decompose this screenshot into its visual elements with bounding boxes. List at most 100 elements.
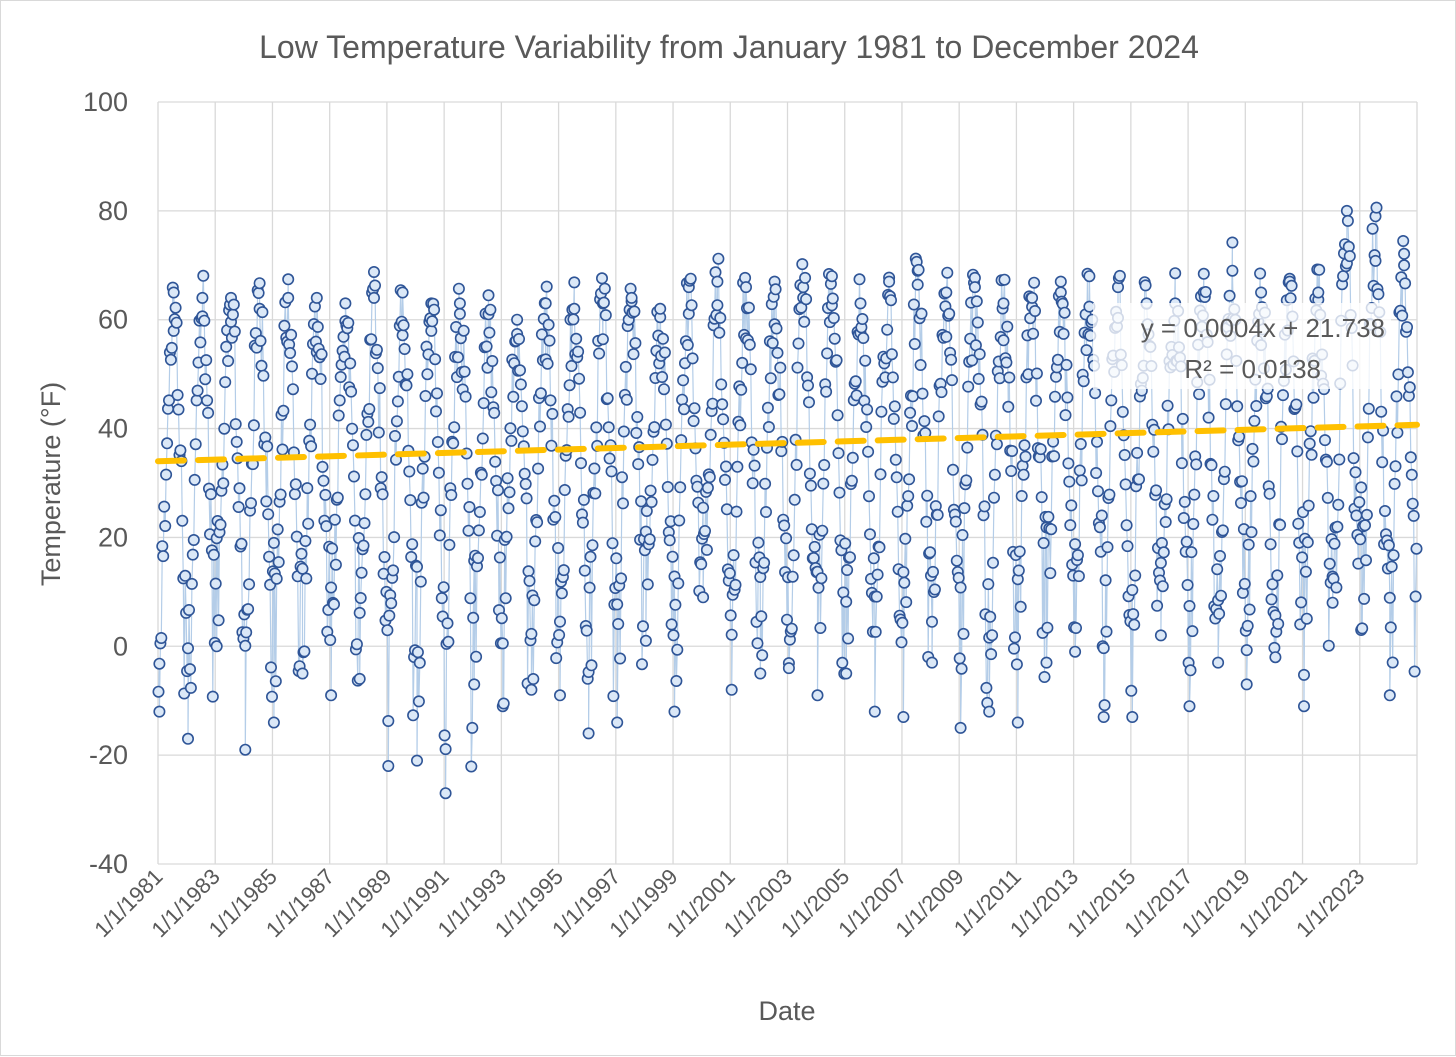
data-point <box>1029 304 1042 317</box>
data-point <box>480 340 493 353</box>
y-tick-label: 0 <box>113 631 128 661</box>
data-point <box>697 501 710 514</box>
data-point <box>788 493 801 506</box>
data-point <box>656 370 669 383</box>
data-point <box>614 652 627 665</box>
data-point <box>787 549 800 562</box>
data-point <box>770 322 783 335</box>
data-point <box>1231 400 1244 413</box>
data-point <box>442 635 455 648</box>
data-point <box>550 652 563 665</box>
data-point <box>611 598 624 611</box>
data-point <box>830 354 843 367</box>
data-point <box>1133 473 1146 486</box>
data-point <box>966 354 979 367</box>
data-point <box>1305 448 1318 461</box>
data-point <box>239 743 252 756</box>
data-point <box>174 444 187 457</box>
data-point <box>403 465 416 478</box>
data-point <box>159 519 172 532</box>
data-point <box>1322 639 1335 652</box>
data-point <box>1299 565 1312 578</box>
data-point <box>417 491 430 504</box>
data-point <box>541 357 554 370</box>
data-point <box>419 389 432 402</box>
data-point <box>703 471 716 484</box>
data-point <box>232 500 245 513</box>
data-point <box>630 426 643 439</box>
data-point <box>383 609 396 622</box>
data-point <box>631 410 644 423</box>
data-point <box>334 370 347 383</box>
data-point <box>421 368 434 381</box>
data-point <box>404 494 417 507</box>
trendline-label-background <box>1093 303 1391 389</box>
data-point <box>1245 526 1258 539</box>
data-point <box>1302 499 1315 512</box>
data-point <box>171 388 184 401</box>
data-point <box>574 406 587 419</box>
data-point <box>1247 455 1260 468</box>
data-point <box>583 581 596 594</box>
data-point <box>158 500 171 513</box>
data-point <box>625 291 638 304</box>
data-point <box>1254 267 1267 280</box>
data-point <box>1291 445 1304 458</box>
data-point <box>1405 468 1418 481</box>
data-point <box>385 597 398 610</box>
data-point <box>1064 519 1077 532</box>
data-point <box>269 675 282 688</box>
data-point <box>528 594 541 607</box>
data-point <box>1013 545 1026 558</box>
data-point <box>1057 327 1070 340</box>
data-point <box>486 354 499 367</box>
data-point <box>665 618 678 631</box>
data-point <box>1211 563 1224 576</box>
data-point <box>1274 518 1287 531</box>
data-point <box>1403 381 1416 394</box>
trendline-path <box>155 421 1420 465</box>
data-point <box>808 540 821 553</box>
data-point <box>183 603 196 616</box>
data-point <box>1069 538 1082 551</box>
data-point <box>504 422 517 435</box>
data-point <box>1026 291 1039 304</box>
data-point <box>914 358 927 371</box>
data-point <box>1323 557 1336 570</box>
data-point <box>802 396 815 409</box>
data-point <box>954 581 967 594</box>
data-point <box>1061 391 1074 404</box>
data-point <box>567 313 580 326</box>
data-point <box>357 539 370 552</box>
data-point <box>572 345 585 358</box>
data-point <box>1375 405 1388 418</box>
data-point <box>744 363 757 376</box>
data-point <box>1269 651 1282 664</box>
data-point <box>568 302 581 315</box>
data-point <box>868 705 881 718</box>
data-point <box>956 528 969 541</box>
data-point <box>483 326 496 339</box>
data-point <box>1272 617 1285 630</box>
data-point <box>890 471 903 484</box>
trendline-equation: y = 0.0004x + 21.738 <box>1141 313 1385 343</box>
data-point <box>735 383 748 396</box>
data-point <box>200 354 213 367</box>
data-point <box>235 537 248 550</box>
data-point <box>267 716 280 729</box>
data-point <box>347 470 360 483</box>
data-point <box>1206 513 1219 526</box>
data-point <box>676 393 689 406</box>
data-point <box>463 500 476 513</box>
data-point <box>601 392 614 405</box>
data-point <box>755 610 768 623</box>
data-point <box>667 629 680 642</box>
data-point <box>654 302 667 315</box>
y-axis-title: Temperature (°F) <box>36 382 66 586</box>
data-point <box>164 353 177 366</box>
data-point <box>1360 554 1373 567</box>
data-point <box>1042 510 1055 523</box>
data-point <box>276 443 289 456</box>
data-point <box>1406 497 1419 510</box>
data-point <box>202 406 215 419</box>
